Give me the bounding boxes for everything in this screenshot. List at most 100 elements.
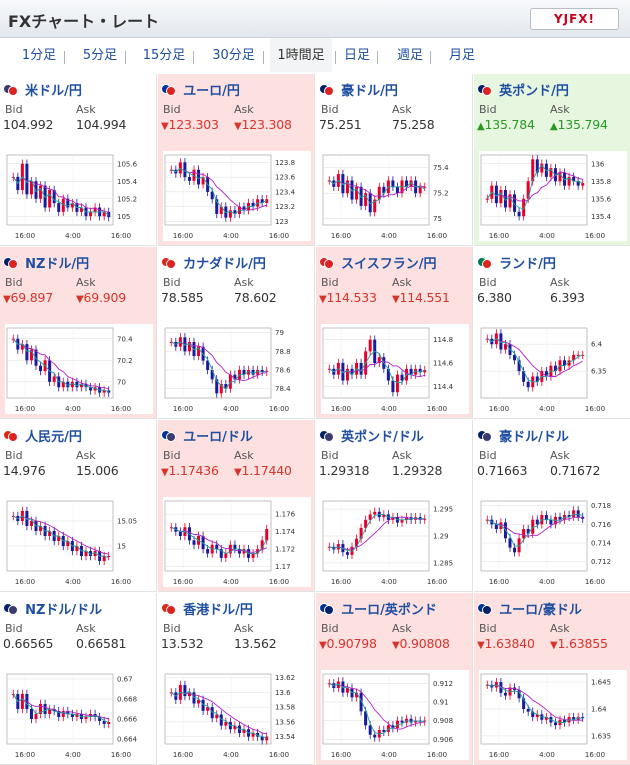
candle [368,339,372,352]
pair-name-link[interactable]: NZドル/円 [25,257,90,272]
pair-header[interactable]: ユーロ/円 [161,80,240,99]
candle [499,190,503,204]
candle [535,714,539,718]
rate-card[interactable]: ランド/円 Bid Ask 6.380 6.393 6.4 6.35 16:00 4:… [474,247,630,419]
plot-frame [164,673,272,745]
candle [228,374,232,389]
rate-card[interactable]: NZドル/ドル Bid Ask 0.66565 0.66581 0.67 0.66… [0,593,157,765]
candlestick-chart[interactable]: 0.718 0.716 0.714 0.712 16:00 4:00 16:00 [479,497,627,587]
candlestick-chart[interactable]: 15.05 15 16:00 4:00 16:00 [5,497,153,587]
rate-card[interactable]: カナダドル/円 Bid Ask 78.585 78.602 79 78.8 78.6… [158,247,315,419]
candle [345,688,349,693]
pair-header[interactable]: 豪ドル/円 [319,80,398,99]
candlestick-chart[interactable]: 70.4 70.2 70 16:00 4:00 16:00 [5,324,153,414]
candle [215,199,219,214]
pair-header[interactable]: 英ポンド/円 [477,80,569,99]
pair-header[interactable]: ユーロ/英ポンド [319,599,437,618]
tab-2[interactable]: 5分足 [82,48,118,63]
pair-name-link[interactable]: ユーロ/英ポンド [341,603,437,618]
x-tick-label: 4:00 [65,751,81,759]
rate-card[interactable]: 英ポンド/円 Bid Ask ▲135.784 ▲135.794 136 135.… [474,74,630,246]
rate-card[interactable]: ユーロ/豪ドル Bid Ask ▼1.63840 ▼1.63855 1.645 1… [474,593,630,765]
rate-card[interactable]: ユーロ/ドル Bid Ask ▼1.17436 ▼1.17440 1.176 1.… [158,420,315,592]
pair-name-link[interactable]: 香港ドル/円 [183,603,253,618]
pair-name-link[interactable]: カナダドル/円 [183,257,266,272]
rate-card[interactable]: 英ポンド/ドル Bid Ask 1.29318 1.29328 1.295 1.2… [316,420,473,592]
tab-7[interactable]: 週足 [396,48,423,63]
pair-header[interactable]: 人民元/円 [3,426,82,445]
candle [535,519,539,525]
pair-name-link[interactable]: スイスフラン/円 [341,257,437,272]
pair-header[interactable]: ユーロ/ドル [161,426,253,445]
rate-card[interactable]: 香港ドル/円 Bid Ask 13.532 13.562 13.62 13.6 13… [158,593,315,765]
bid-value: ▼123.303 [161,117,219,132]
tab-8[interactable]: 月足 [448,48,475,63]
candlestick-chart[interactable]: 1.645 1.64 1.635 16:00 4:00 16:00 [479,670,627,760]
pair-name-link[interactable]: ユーロ/ドル [183,430,253,445]
candlestick-chart[interactable]: 75.4 75.2 75 16:00 4:00 16:00 [321,151,469,241]
pair-name-link[interactable]: ユーロ/豪ドル [499,603,582,618]
tab-5[interactable]: 1時間足 [270,38,332,72]
candlestick-chart[interactable]: 0.912 0.91 0.908 0.906 16:00 4:00 16:00 [321,670,469,760]
candle [373,199,377,213]
plot-frame [164,154,272,226]
pair-name-link[interactable]: 豪ドル/円 [341,84,398,99]
candle [414,368,418,375]
candlestick-chart[interactable]: 13.62 13.6 13.58 13.56 13.54 16:00 4:00 16:00 [163,670,311,760]
rate-card[interactable]: NZドル/円 Bid Ask ▼69.897 ▼69.909 70.4 70.2 7… [0,247,157,419]
trend-arrow-icon: ▼ [3,294,11,305]
pair-header[interactable]: スイスフラン/円 [319,253,437,272]
pair-header[interactable]: ユーロ/豪ドル [477,599,582,618]
candlestick-chart[interactable]: 79 78.8 78.6 78.4 16:00 4:00 16:00 [163,324,311,414]
rate-card[interactable]: ユーロ/英ポンド Bid Ask ▼0.90798 ▼0.90808 0.912… [316,593,473,765]
tab-1[interactable]: 1分足 [21,48,57,63]
pair-header[interactable]: NZドル/円 [3,253,90,272]
ma-long-line [12,338,109,390]
rate-card[interactable]: ユーロ/円 Bid Ask ▼123.303 ▼123.308 123.8 123… [158,74,315,246]
yjfx-logo[interactable]: YJFX! [530,8,619,30]
pair-header[interactable]: NZドル/ドル [3,599,103,618]
candle [368,193,372,213]
candlestick-chart[interactable]: 136 135.8 135.6 135.4 16:00 4:00 16:00 [479,151,627,241]
rate-card[interactable]: スイスフラン/円 Bid Ask ▼114.533 ▼114.551 114.8… [316,247,473,419]
candlestick-chart[interactable]: 1.176 1.174 1.172 1.17 16:00 4:00 16:00 [163,497,311,587]
rate-card[interactable]: 米ドル/円 Bid Ask 104.992 104.994 105.6 105.4… [0,74,157,246]
ma-short-line [487,513,583,547]
pair-name-link[interactable]: 英ポンド/ドル [341,430,424,445]
candle [183,685,187,697]
candlestick-chart[interactable]: 6.4 6.35 16:00 4:00 16:00 [479,324,627,414]
pair-header[interactable]: ランド/円 [477,253,556,272]
pair-header[interactable]: 英ポンド/ドル [319,426,424,445]
candle [260,370,264,372]
pair-header[interactable]: 香港ドル/円 [161,599,253,618]
tab-3[interactable]: 15分足 [142,48,186,63]
pair-name-link[interactable]: 人民元/円 [25,430,82,445]
pair-name-link[interactable]: ユーロ/円 [183,84,240,99]
candle [581,516,585,519]
pair-name-link[interactable]: 英ポンド/円 [499,84,569,99]
candlestick-chart[interactable]: 114.8 114.6 114.4 16:00 4:00 16:00 [321,324,469,414]
rate-card[interactable]: 豪ドル/円 Bid Ask 75.251 75.258 75.4 75.2 75 16… [316,74,473,246]
candlestick-chart[interactable]: 1.295 1.29 1.285 16:00 4:00 16:00 [321,497,469,587]
currency-flags-icon [319,257,335,269]
pair-header[interactable]: カナダドル/円 [161,253,266,272]
pair-header[interactable]: 米ドル/円 [3,80,82,99]
pair-name-link[interactable]: 米ドル/円 [25,84,82,99]
candlestick-chart[interactable]: 123.8 123.6 123.4 123.2 123 16:00 4:00 16:00 [163,151,311,241]
pair-name-link[interactable]: ランド/円 [499,257,556,272]
pair-header[interactable]: 豪ドル/ドル [477,426,569,445]
tab-6[interactable]: 日足 [343,48,370,63]
candle [400,519,404,523]
tab-4[interactable]: 30分足 [212,48,255,63]
ask-label: Ask [550,103,570,116]
candlestick-chart[interactable]: 0.67 0.668 0.666 0.664 16:00 4:00 16:00 [5,670,153,760]
trend-arrow-icon: ▼ [161,467,169,478]
pair-name-link[interactable]: 豪ドル/ドル [499,430,569,445]
candle [355,186,359,200]
rate-card[interactable]: 豪ドル/ドル Bid Ask 0.71663 0.71672 0.718 0.71… [474,420,630,592]
rate-card[interactable]: 人民元/円 Bid Ask 14.976 15.006 15.05 15 16:00… [0,420,157,592]
pair-name-link[interactable]: NZドル/ドル [25,603,103,618]
candlestick-chart[interactable]: 105.6 105.4 105.2 105 16:00 4:00 16:00 [5,151,153,241]
page-title: FXチャート・レート [8,12,160,31]
currency-flags-icon [161,84,177,96]
